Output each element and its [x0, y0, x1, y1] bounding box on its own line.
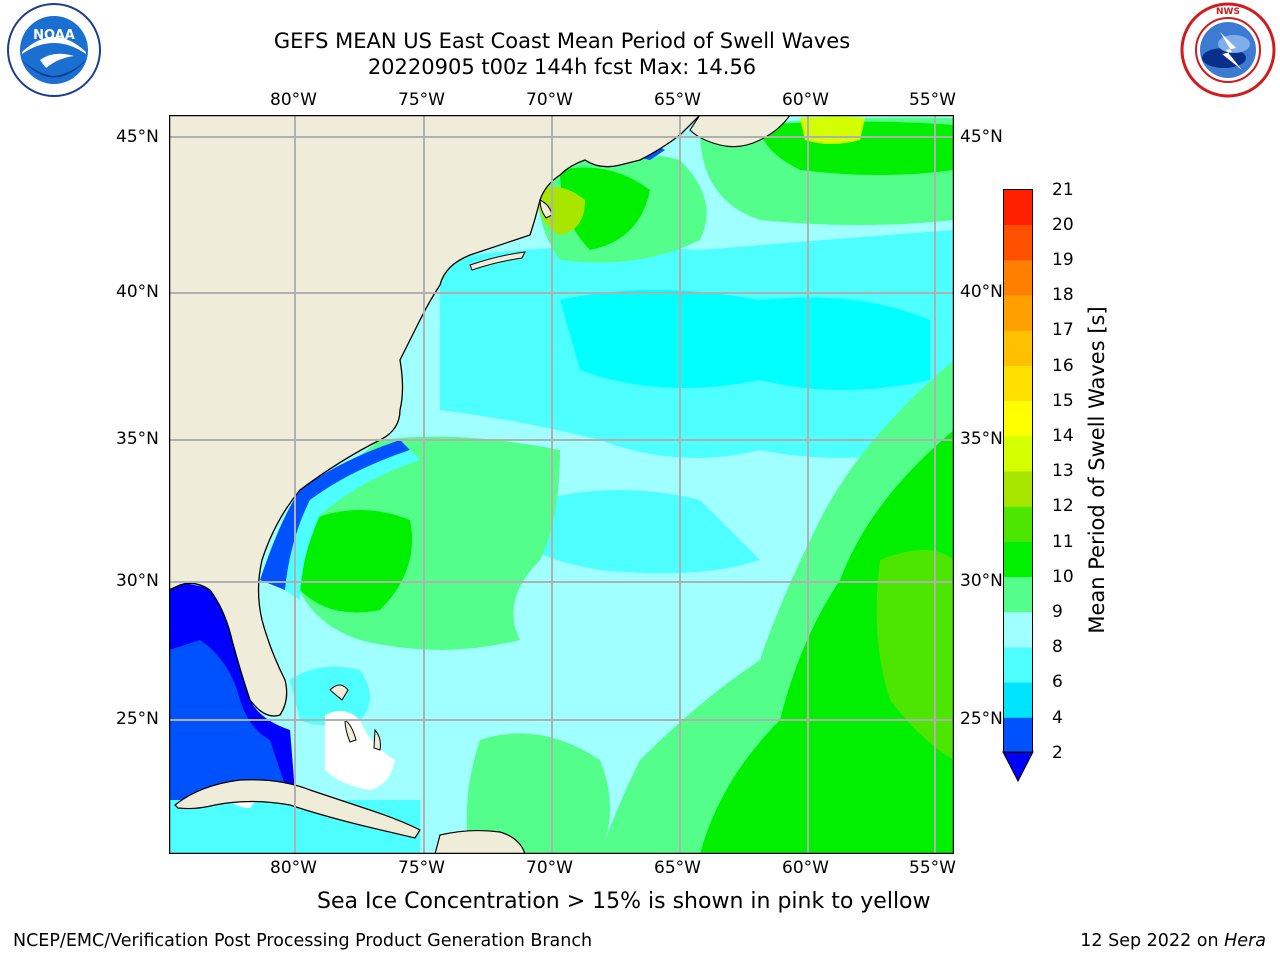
lat-label-left-25n: 25°N [116, 709, 159, 729]
lon-label-top-80w: 80°W [270, 90, 317, 110]
lat-label-left-45n: 45°N [116, 127, 159, 147]
nws-logo-icon: NWS [1180, 2, 1276, 98]
colorbar-segment [1003, 611, 1033, 648]
cape-cod [539, 199, 553, 219]
map-frame [169, 115, 954, 854]
noaa-logo-text: NOAA [33, 28, 75, 43]
lon-label-top-70w: 70°W [526, 90, 573, 110]
field-6s-bahamas [290, 666, 370, 725]
cb-tick-14: 14 [1052, 426, 1074, 446]
colorbar-segment [1003, 400, 1033, 437]
colorbar-segment [1003, 295, 1033, 331]
field-6s-core [560, 290, 930, 390]
colorbar-segment [1003, 576, 1033, 613]
lat-label-left-30n: 30°N [116, 571, 159, 591]
lon-label-top-60w: 60°W [782, 90, 829, 110]
chart-subtitle: 20220905 t00z 144h fcst Max: 14.56 [367, 55, 757, 79]
bahamas-island-3 [373, 728, 381, 751]
long-island [469, 251, 526, 271]
colorbar-segment [1003, 541, 1033, 578]
lat-label-left-35n: 35°N [116, 429, 159, 449]
noaa-logo-icon: NOAA [7, 3, 101, 97]
colorbar-segment [1003, 646, 1033, 683]
field-9-10s-south [466, 733, 610, 854]
swell-period-map [169, 115, 954, 854]
bahamas-island-2 [344, 719, 357, 743]
cb-tick-12: 12 [1052, 496, 1074, 516]
lon-label-bottom-55w: 55°W [909, 858, 956, 878]
field-10-11s-west [300, 510, 412, 613]
cuba-land [174, 779, 421, 839]
lon-label-top-55w: 55°W [909, 90, 956, 110]
cb-tick-9: 9 [1052, 602, 1063, 622]
hispaniola-land [434, 829, 526, 854]
lon-label-bottom-70w: 70°W [526, 858, 573, 878]
colorbar-extend-below [1002, 751, 1034, 783]
lat-label-right-40n: 40°N [960, 282, 1003, 302]
cb-tick-6: 6 [1052, 672, 1063, 692]
bahamas-banks [325, 711, 395, 790]
cb-tick-4: 4 [1052, 708, 1063, 728]
colorbar-segment [1003, 224, 1033, 261]
cb-tick-2: 2 [1052, 743, 1063, 763]
field-6s-shelf [285, 450, 420, 600]
lon-label-top-65w: 65°W [654, 90, 701, 110]
sea-ice-note: Sea Ice Concentration > 15% is shown in … [317, 889, 931, 914]
cb-tick-20: 20 [1052, 215, 1074, 235]
cb-tick-18: 18 [1052, 285, 1074, 305]
lat-label-right-25n: 25°N [960, 709, 1003, 729]
colorbar-segment [1003, 189, 1033, 226]
lon-label-bottom-80w: 80°W [270, 858, 317, 878]
field-2-4s-shelf [260, 440, 410, 590]
field-10-11s-east [700, 430, 954, 854]
lat-label-right-45n: 45°N [960, 127, 1003, 147]
chart-title: GEFS MEAN US East Coast Mean Period of S… [273, 29, 851, 53]
svg-text:NWS: NWS [1216, 7, 1240, 17]
footer-date: 12 Sep 2022 on Hera [1080, 931, 1266, 951]
field-13-14s-ns [800, 116, 865, 144]
footer-machine: Hera [1224, 931, 1266, 951]
lon-label-bottom-75w: 75°W [398, 858, 445, 878]
field-12-13s-gom [536, 186, 585, 235]
lat-label-left-40n: 40°N [116, 282, 159, 302]
gridlines [169, 115, 954, 854]
north-america-land [169, 115, 701, 717]
footer-date-text: 12 Sep 2022 on [1080, 931, 1225, 951]
lat-label-right-30n: 30°N [960, 571, 1003, 591]
lon-label-top-75w: 75°W [398, 90, 445, 110]
colorbar-segment [1003, 259, 1033, 296]
cb-tick-13: 13 [1052, 461, 1074, 481]
cb-tick-19: 19 [1052, 250, 1074, 270]
cb-tick-11: 11 [1052, 532, 1074, 552]
colorbar-title: Mean Period of Swell Waves [s] [1085, 306, 1109, 634]
cb-tick-10: 10 [1052, 567, 1074, 587]
field-6-8s-mid [520, 490, 760, 574]
colorbar-segment [1003, 330, 1033, 366]
colorbar-segment [1003, 682, 1033, 718]
lat-label-right-35n: 35°N [960, 429, 1003, 449]
cb-tick-21: 21 [1052, 180, 1074, 200]
colorbar [1002, 189, 1034, 783]
cb-tick-8: 8 [1052, 637, 1063, 657]
cb-tick-17: 17 [1052, 320, 1074, 340]
colorbar-segment [1003, 506, 1033, 542]
field-10-11s-gom [560, 167, 650, 250]
footer-credit: NCEP/EMC/Verification Post Processing Pr… [13, 931, 593, 951]
colorbar-segment [1003, 471, 1033, 507]
colorbar-frame [1003, 189, 1033, 753]
cb-tick-15: 15 [1052, 391, 1074, 411]
colorbar-segment [1003, 365, 1033, 402]
colorbar-segment [1003, 717, 1033, 753]
lon-label-bottom-65w: 65°W [654, 858, 701, 878]
colorbar-segment [1003, 435, 1033, 472]
lon-label-bottom-60w: 60°W [782, 858, 829, 878]
cb-tick-16: 16 [1052, 356, 1074, 376]
bahamas-island-1 [329, 684, 349, 701]
